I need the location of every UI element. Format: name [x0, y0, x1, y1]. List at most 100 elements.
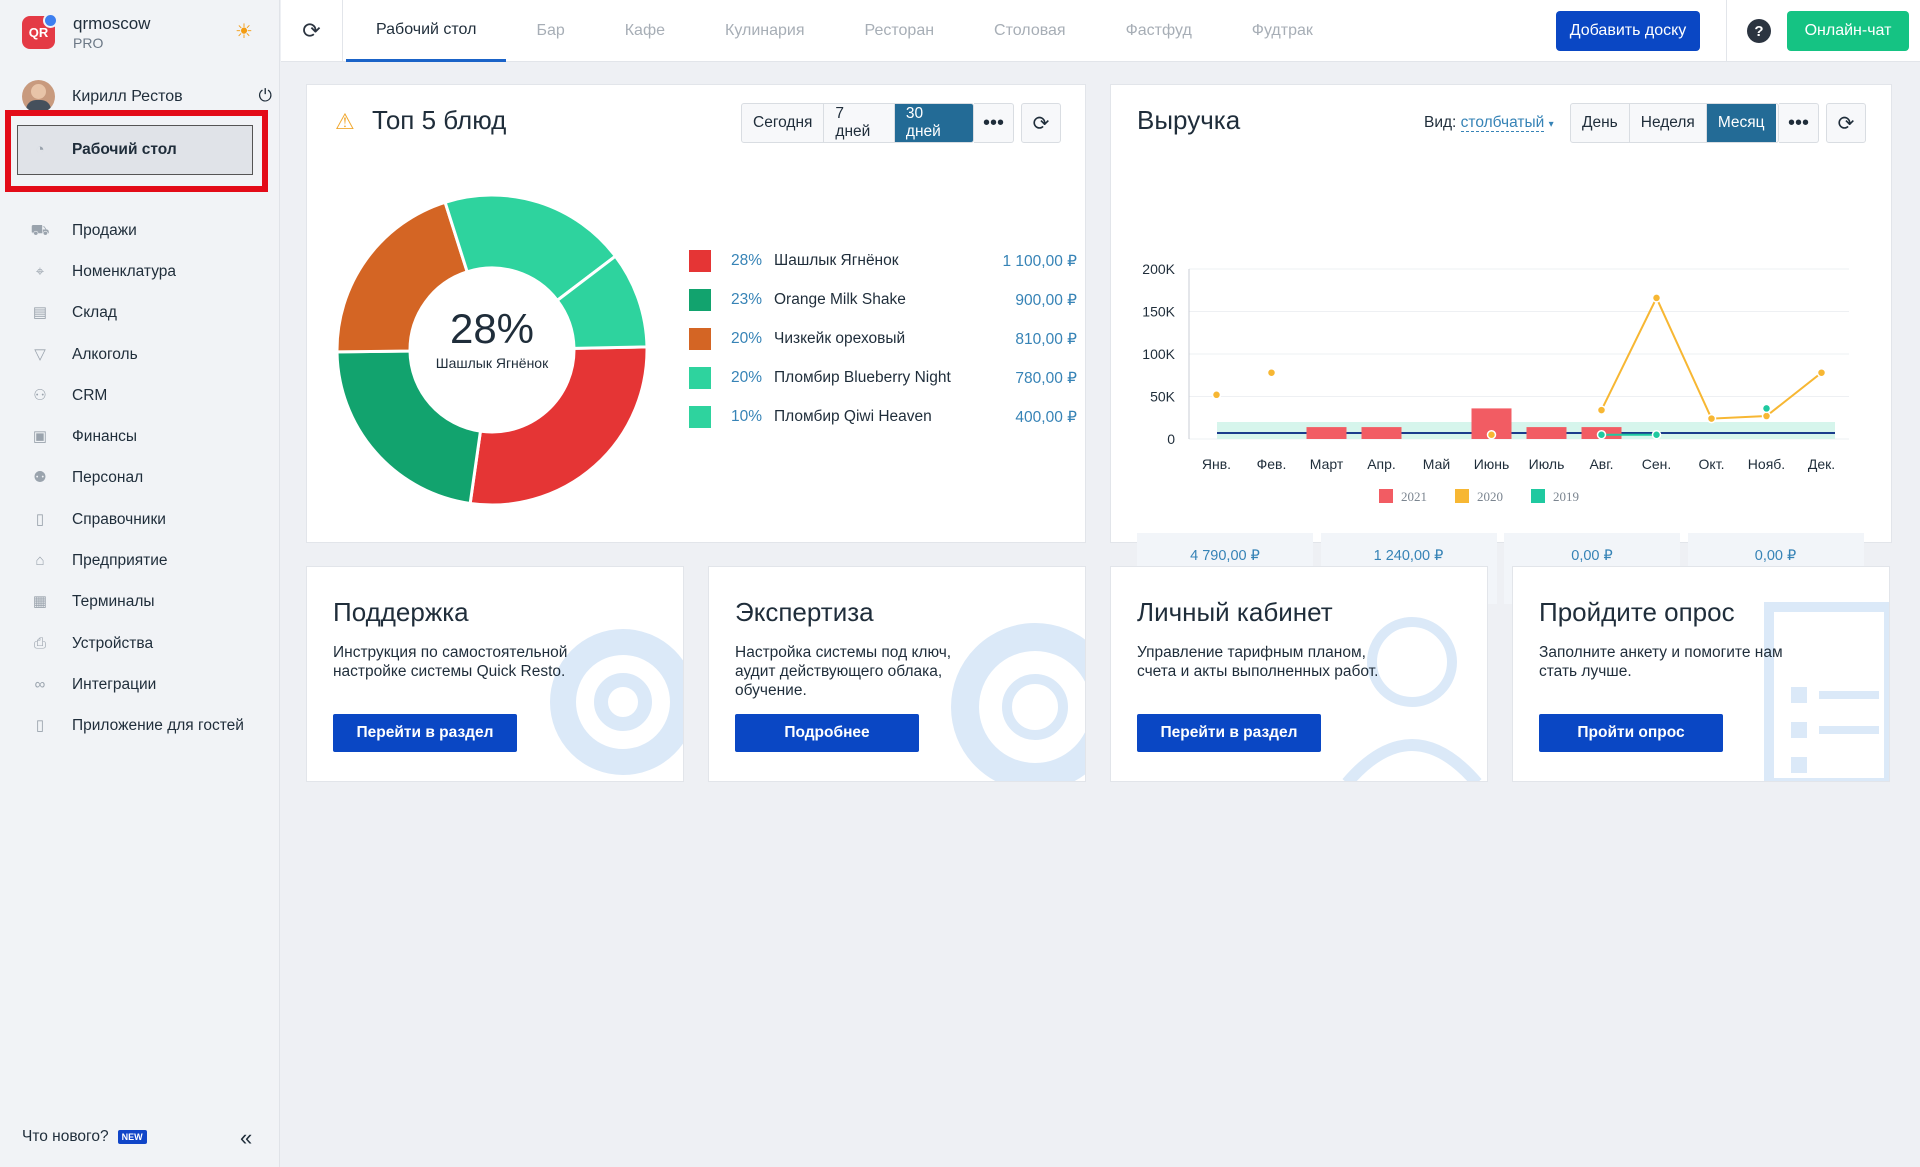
- period-1[interactable]: Неделя: [1630, 104, 1707, 142]
- stat-value: 4 790,00 ₽: [1190, 548, 1260, 564]
- card-text: Настройка системы под ключ, аудит действ…: [735, 644, 952, 699]
- legend-item[interactable]: 20% Пломбир Blueberry Night 780,00 ₽: [689, 366, 1077, 390]
- card-button[interactable]: Перейти в раздел: [333, 714, 517, 752]
- tab-3[interactable]: Кулинария: [725, 22, 805, 39]
- brand[interactable]: QR qrmoscow PRO: [22, 13, 150, 51]
- revenue-chart: 0 50K 100K 150K 200K Янв. Фев. Март Апр. Май Июнь И…: [1142, 261, 1849, 504]
- sidebar-item-label: Интеграции: [72, 675, 157, 693]
- point-2020[interactable]: [1651, 293, 1662, 303]
- period-0[interactable]: День: [1571, 104, 1630, 142]
- sidebar-item-dashboard[interactable]: ◔ Рабочий стол: [17, 125, 253, 175]
- more-icon[interactable]: •••: [1779, 103, 1819, 143]
- legend-swatch: [689, 406, 711, 428]
- user-profile[interactable]: Кирилл Рестов ⏻: [22, 80, 272, 113]
- sidebar-item-8[interactable]: ⌂ Предприятие: [0, 540, 280, 581]
- card-button[interactable]: Пройти опрос: [1539, 714, 1723, 752]
- donut-chart: [335, 193, 649, 507]
- bar-2021[interactable]: [1306, 427, 1347, 439]
- x-tick-label: Апр.: [1367, 456, 1396, 472]
- view-selector[interactable]: Вид: столбчатый ▾: [1424, 114, 1554, 132]
- brand-plan: PRO: [73, 35, 104, 51]
- point-2020[interactable]: [1486, 430, 1497, 440]
- tab-4[interactable]: Ресторан: [864, 22, 935, 39]
- sun-icon[interactable]: ☀: [235, 21, 253, 43]
- people-icon: ⚉: [33, 469, 47, 487]
- donut-slice[interactable]: [468, 345, 649, 507]
- donut-slice[interactable]: [443, 193, 618, 303]
- donut-slice[interactable]: [335, 200, 470, 354]
- sidebar-item-10[interactable]: ⎙ Устройства: [0, 623, 280, 664]
- sidebar-item-6[interactable]: ⚉ Персонал: [0, 458, 280, 499]
- y-tick-label: 150K: [1142, 304, 1175, 320]
- sidebar-item-label: Номенклатура: [72, 262, 177, 280]
- help-icon[interactable]: ?: [1747, 19, 1771, 43]
- refresh-icon[interactable]: ⟳: [1021, 103, 1061, 143]
- revenue-period-selector: День Неделя Месяц: [1570, 103, 1779, 143]
- sidebar-item-5[interactable]: ▣ Финансы: [0, 416, 280, 457]
- info-card: Поддержка Инструкция по самостоятельной н…: [306, 566, 684, 782]
- y-tick-label: 50K: [1150, 389, 1176, 405]
- new-badge: NEW: [117, 1130, 147, 1144]
- point-2019[interactable]: [1596, 430, 1607, 440]
- point-2020[interactable]: [1596, 405, 1607, 415]
- period-2[interactable]: Месяц: [1706, 104, 1776, 142]
- period-2[interactable]: 30 дней: [894, 104, 973, 142]
- period-0[interactable]: Сегодня: [742, 104, 825, 142]
- bar-2021[interactable]: [1361, 427, 1402, 439]
- x-tick-label: Сен.: [1642, 456, 1672, 472]
- whats-new-link[interactable]: Что нового? NEW: [22, 1128, 147, 1146]
- refresh-icon[interactable]: ⟳: [1826, 103, 1866, 143]
- sidebar-item-1[interactable]: ⌖ Номенклатура: [0, 251, 280, 292]
- sidebar-item-3[interactable]: ▽ Алкоголь: [0, 334, 280, 375]
- legend-item[interactable]: 23% Orange Milk Shake 900,00 ₽: [689, 288, 1077, 312]
- sidebar-item-7[interactable]: ▯ Справочники: [0, 499, 280, 540]
- sidebar-item-11[interactable]: ∞ Интеграции: [0, 664, 280, 705]
- collapse-sidebar-icon[interactable]: «: [240, 1125, 253, 1150]
- point-2020[interactable]: [1706, 413, 1717, 424]
- card-text: Инструкция по самостоятельной настройке …: [333, 644, 568, 680]
- legend-swatch: [689, 289, 711, 311]
- point-2020[interactable]: [1266, 367, 1277, 378]
- sync-icon[interactable]: ⟳: [281, 0, 343, 62]
- sidebar-item-label: CRM: [72, 386, 108, 404]
- point-2020[interactable]: [1816, 367, 1827, 378]
- card-button[interactable]: Перейти в раздел: [1137, 714, 1321, 752]
- sidebar-item-0[interactable]: ⛟ Продажи: [0, 210, 280, 251]
- wallet-icon: ▣: [32, 428, 48, 446]
- x-tick-label: Нояб.: [1748, 456, 1785, 472]
- more-icon[interactable]: •••: [974, 103, 1014, 143]
- tab-7[interactable]: Фудтрак: [1251, 22, 1313, 39]
- legend-swatch: [1531, 489, 1545, 503]
- sidebar-item-12[interactable]: ▯ Приложение для гостей: [0, 706, 280, 747]
- tag-icon: ⌖: [35, 262, 45, 280]
- point-2019[interactable]: [1651, 430, 1662, 440]
- stat-value: 1 240,00 ₽: [1373, 548, 1444, 564]
- point-2020[interactable]: [1211, 390, 1222, 400]
- legend-item[interactable]: 10% Пломбир Qiwi Heaven 400,00 ₽: [689, 405, 1077, 429]
- legend-item[interactable]: 28% Шашлык Ягнёнок 1 100,00 ₽: [689, 249, 1077, 273]
- tab-1[interactable]: Бар: [536, 22, 565, 39]
- power-icon[interactable]: ⏻: [258, 86, 272, 105]
- period-1[interactable]: 7 дней: [824, 104, 895, 142]
- tab-2[interactable]: Кафе: [624, 22, 666, 39]
- user-name: Кирилл Рестов: [72, 87, 183, 105]
- x-tick-label: Дек.: [1808, 456, 1835, 472]
- sidebar-item-label: Персонал: [72, 469, 144, 487]
- legend-value: 400,00 ₽: [1015, 408, 1077, 426]
- tab-0[interactable]: Рабочий стол: [346, 0, 507, 62]
- tab-5[interactable]: Столовая: [994, 22, 1066, 39]
- sidebar-item-4[interactable]: ⚇ CRM: [0, 375, 280, 416]
- bar-2021[interactable]: [1526, 427, 1567, 439]
- point-2020[interactable]: [1761, 411, 1772, 421]
- legend-item[interactable]: 20% Чизкейк ореховый 810,00 ₽: [689, 327, 1077, 351]
- card-button[interactable]: Подробнее: [735, 714, 919, 752]
- online-chat-button[interactable]: Онлайн-чат: [1787, 11, 1909, 51]
- sidebar-item-2[interactable]: ▤ Склад: [0, 293, 280, 334]
- sidebar-item-9[interactable]: ▦ Терминалы: [0, 582, 280, 623]
- x-tick-label: Июнь: [1474, 456, 1510, 472]
- donut-slice[interactable]: [555, 254, 649, 350]
- point-2019[interactable]: [1761, 403, 1772, 414]
- tab-6[interactable]: Фастфуд: [1125, 22, 1192, 39]
- donut-slice[interactable]: [335, 349, 483, 506]
- add-board-button[interactable]: Добавить доску: [1556, 11, 1700, 51]
